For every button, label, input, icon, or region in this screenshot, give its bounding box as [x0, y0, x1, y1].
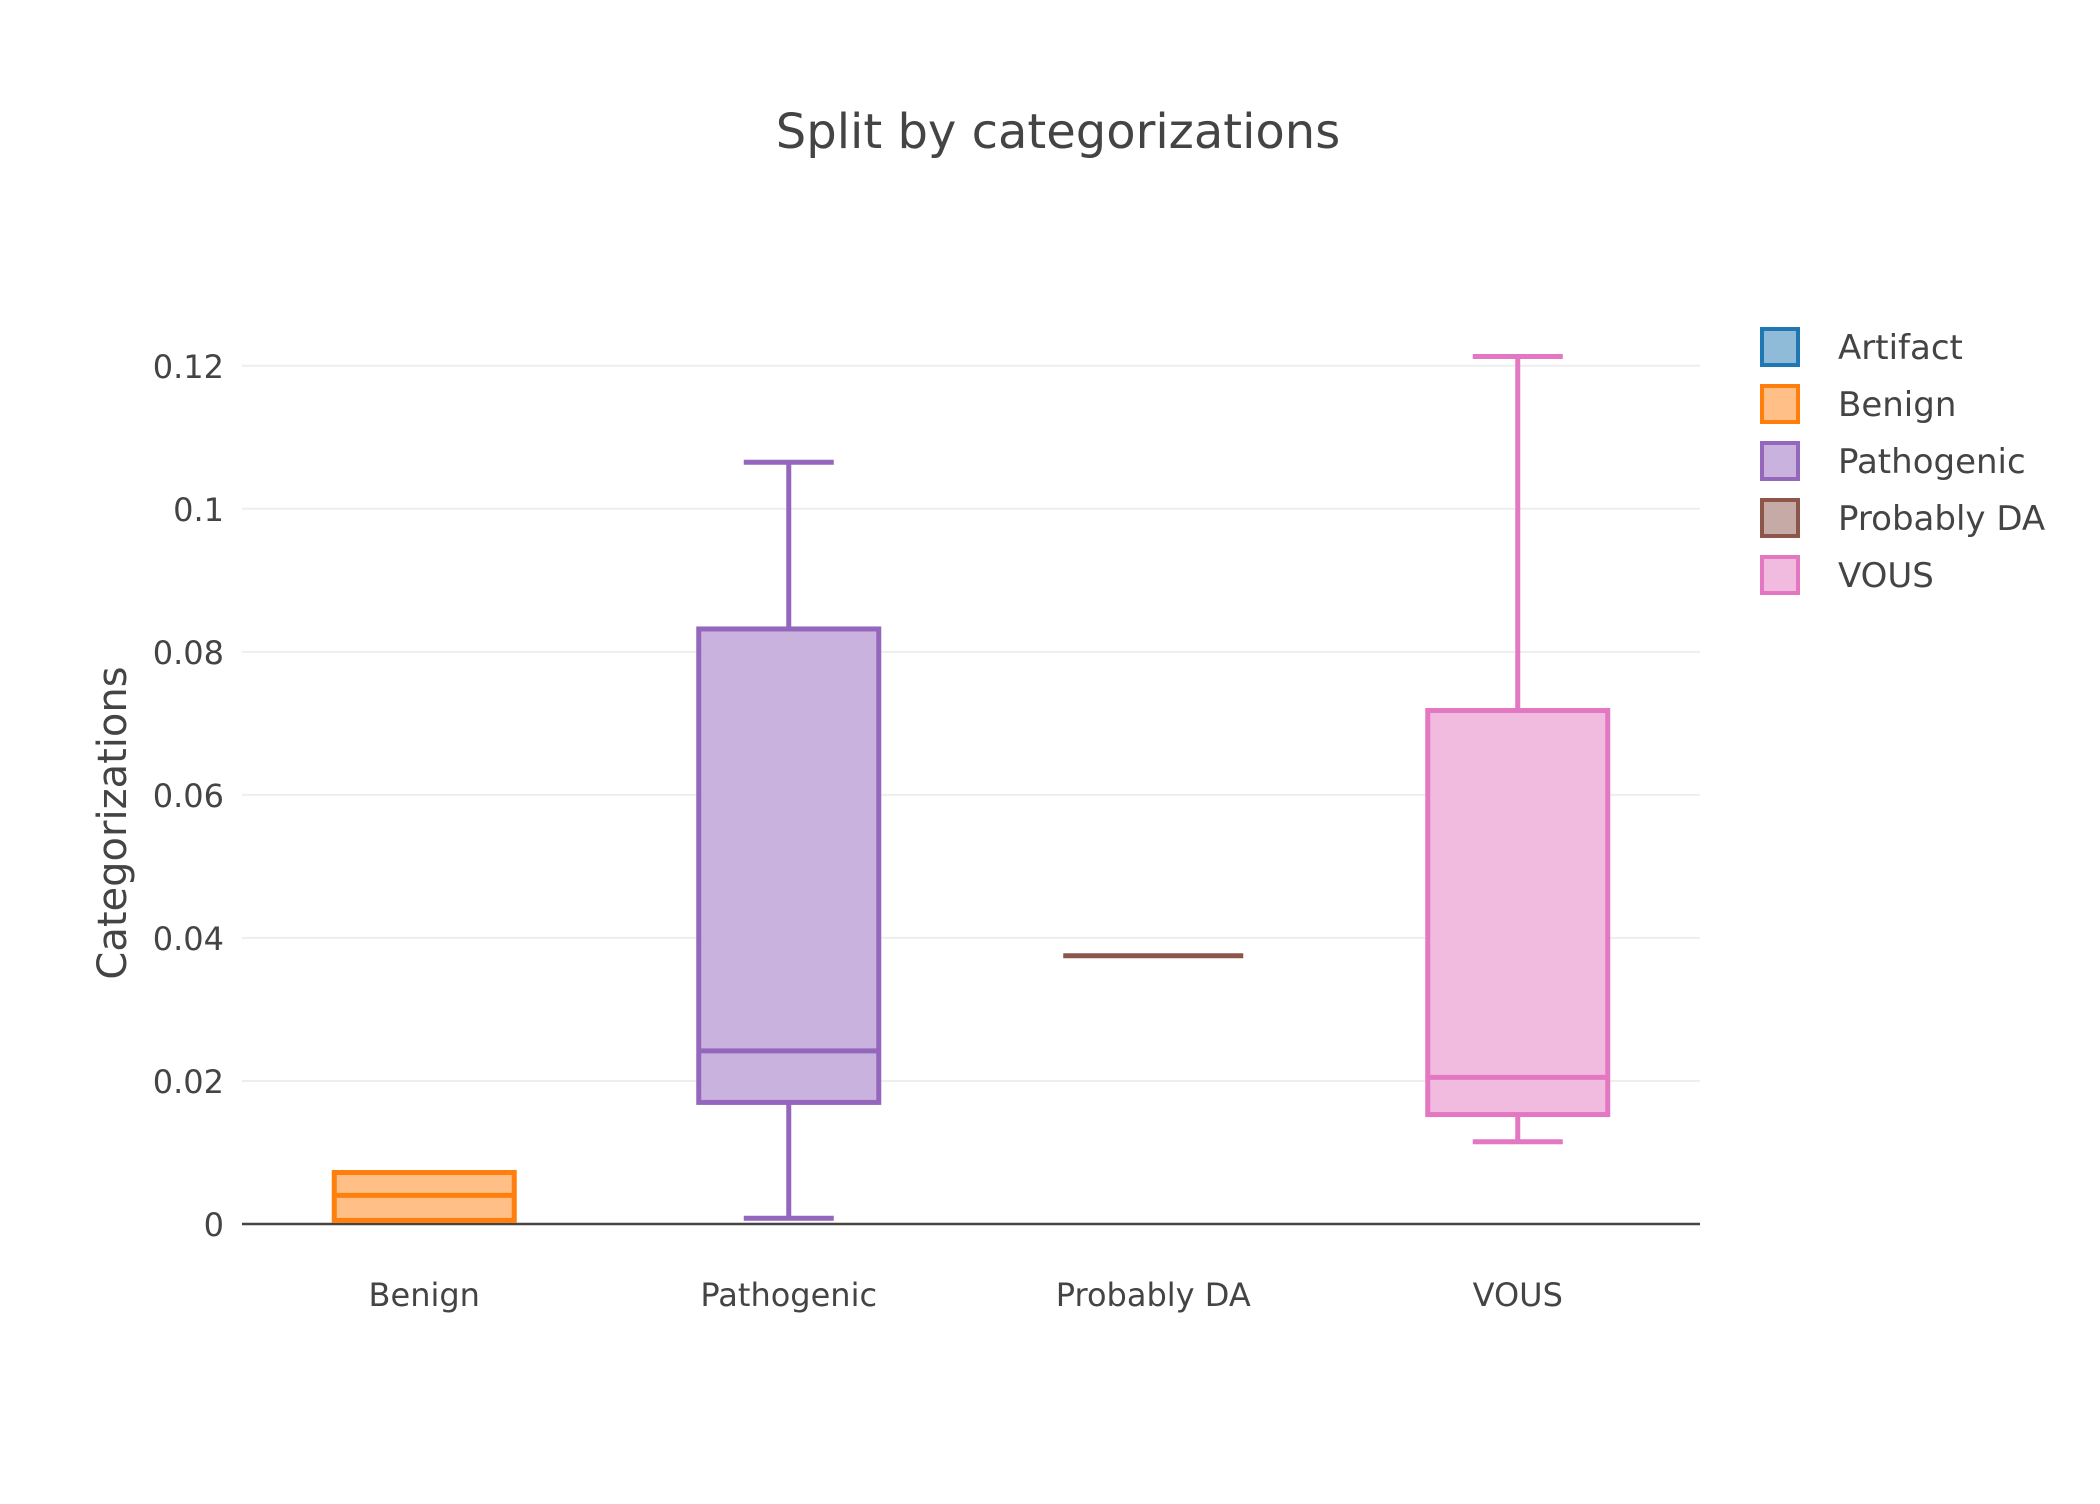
legend-swatch — [1760, 555, 1800, 595]
legend-swatch — [1760, 327, 1800, 367]
y-tick-label: 0.12 — [153, 348, 224, 386]
legend-swatch — [1760, 384, 1800, 424]
y-axis-ticks: 0 0.02 0.04 0.06 0.08 0.1 0.12 — [153, 348, 224, 1244]
y-tick-label: 0.1 — [173, 491, 224, 529]
y-axis-label: Categorizations — [90, 666, 136, 979]
chart-title: Split by categorizations — [776, 104, 1340, 160]
box-series — [331, 353, 1611, 1223]
legend-label: Pathogenic — [1838, 442, 2026, 482]
legend-item-probably-da[interactable]: Probably DA — [1760, 498, 2045, 539]
y-tick-label: 0.02 — [153, 1063, 224, 1101]
legend-label: Benign — [1838, 385, 1956, 425]
legend-item-artifact[interactable]: Artifact — [1760, 327, 1963, 368]
x-axis-ticks: Benign Pathogenic Probably DA VOUS — [369, 1276, 1563, 1314]
legend-label: Artifact — [1838, 328, 1963, 368]
x-tick-label: VOUS — [1473, 1276, 1563, 1314]
x-tick-label: Pathogenic — [700, 1276, 877, 1314]
box-vous — [1425, 353, 1611, 1145]
legend-swatch — [1760, 498, 1800, 538]
y-tick-label: 0.06 — [153, 777, 224, 815]
box-pathogenic — [696, 459, 882, 1221]
y-tick-label: 0.04 — [153, 920, 224, 958]
grid-lines — [242, 364, 1700, 1226]
legend-label: Probably DA — [1838, 499, 2045, 539]
legend-swatch — [1760, 441, 1800, 481]
legend-item-vous[interactable]: VOUS — [1760, 555, 1934, 596]
y-tick-label: 0.08 — [153, 634, 224, 672]
y-tick-label: 0 — [204, 1206, 224, 1244]
x-tick-label: Probably DA — [1056, 1276, 1251, 1314]
legend-label: VOUS — [1838, 556, 1934, 596]
legend-item-benign[interactable]: Benign — [1760, 384, 1956, 425]
box-body — [696, 626, 882, 1105]
legend[interactable]: Artifact Benign Pathogenic Probably DA VOUS — [1760, 327, 2045, 596]
legend-item-pathogenic[interactable]: Pathogenic — [1760, 441, 2026, 482]
box-benign — [331, 1170, 517, 1223]
x-tick-label: Benign — [369, 1276, 480, 1314]
box-body — [1425, 707, 1611, 1118]
